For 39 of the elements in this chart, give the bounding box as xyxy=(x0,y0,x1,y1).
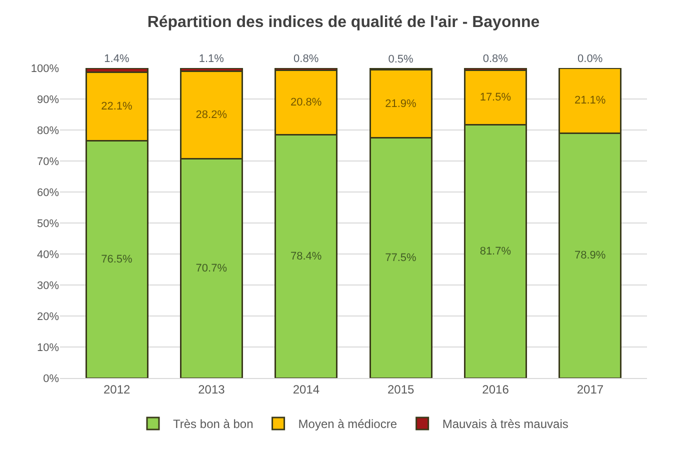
data-label: 22.1% xyxy=(101,100,133,113)
data-label: 17.5% xyxy=(480,92,512,104)
data-label: 70.7% xyxy=(196,262,228,274)
data-label: 0.5% xyxy=(388,53,414,66)
data-label: 28.2% xyxy=(196,109,228,122)
y-tick-label: 70% xyxy=(36,156,60,168)
y-tick-label: 60% xyxy=(36,186,60,199)
data-label: 78.9% xyxy=(574,250,606,262)
data-label: 0.8% xyxy=(294,53,319,65)
legend-label: Mauvais à très mauvais xyxy=(442,417,568,432)
data-label: 1.1% xyxy=(198,53,224,65)
x-tick-label: 2017 xyxy=(576,382,604,396)
data-label: 21.1% xyxy=(574,94,606,107)
data-label: 78.4% xyxy=(290,250,322,262)
x-tick-label: 2015 xyxy=(387,382,415,396)
y-tick-label: 10% xyxy=(36,342,60,354)
data-label: 21.9% xyxy=(385,98,417,110)
x-tick-label: 2013 xyxy=(198,382,226,396)
data-label: 76.5% xyxy=(101,253,133,266)
data-label: 20.8% xyxy=(290,96,322,109)
legend-label: Moyen à médiocre xyxy=(298,417,398,432)
data-label: 0.8% xyxy=(482,53,508,65)
y-tick-label: 80% xyxy=(36,124,60,137)
chart-title: Répartition des indices de qualité de l'air - Bayonne xyxy=(147,14,540,31)
x-tick-label: 2014 xyxy=(292,382,320,396)
y-tick-label: 100% xyxy=(30,62,60,75)
x-tick-label: 2016 xyxy=(482,382,510,396)
y-tick-label: 20% xyxy=(36,310,60,323)
data-label: 1.4% xyxy=(104,53,130,65)
y-tick-label: 30% xyxy=(36,280,60,292)
legend-label: Très bon à bon xyxy=(173,417,254,432)
data-label: 0.0% xyxy=(578,53,603,65)
x-tick-label: 2012 xyxy=(103,382,130,396)
y-tick-label: 50% xyxy=(36,218,60,230)
y-tick-label: 40% xyxy=(36,248,60,261)
y-tick-label: 0% xyxy=(43,372,60,385)
data-label: 81.7% xyxy=(480,245,512,258)
y-tick-label: 90% xyxy=(36,94,60,106)
data-label: 77.5% xyxy=(385,252,417,264)
